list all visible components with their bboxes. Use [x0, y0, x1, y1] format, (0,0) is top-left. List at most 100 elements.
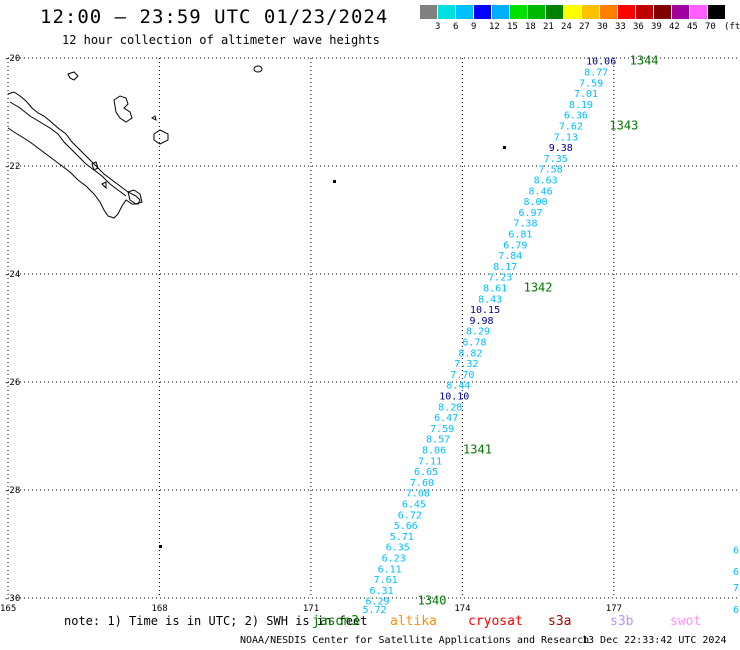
scale-label: 15 — [507, 22, 518, 32]
lat-label: -24 — [4, 270, 20, 280]
scale-swatch — [564, 5, 581, 19]
scale-swatch — [582, 5, 599, 19]
wave-height-value: 6.11 — [378, 564, 402, 575]
new-caledonia-coast — [7, 91, 141, 219]
wave-height-value: 8.29 — [466, 327, 490, 338]
edge-wave-value: 6 — [733, 567, 739, 578]
scale-swatch — [456, 5, 473, 19]
wave-height-value: 8.63 — [534, 176, 558, 187]
lon-label: 174 — [454, 604, 470, 614]
scale-label: 33 — [615, 22, 626, 32]
scale-swatch — [438, 5, 455, 19]
wave-height-value: 8.00 — [523, 197, 547, 208]
lat-label: -20 — [4, 54, 20, 64]
scale-swatch — [672, 5, 689, 19]
lon-label: 168 — [151, 604, 167, 614]
wave-height-value: 7.38 — [513, 219, 537, 230]
map-title: 12:00 – 23:59 UTC 01/23/2024 — [40, 6, 389, 28]
wave-height-value: 7.23 — [488, 273, 512, 284]
wave-height-value: 6.65 — [414, 467, 438, 478]
wave-height-value: 5.71 — [390, 532, 414, 543]
wave-height-value: 10.06 — [586, 57, 616, 68]
generation-timestamp: 13 Dec 22:33:42 UTC 2024 — [582, 635, 727, 646]
edge-wave-value: 6 — [733, 545, 739, 556]
pass-number-label: 1343 — [609, 119, 638, 133]
island-dot-1 — [333, 180, 336, 183]
scale-label: 6 — [453, 22, 459, 32]
scale-swatch — [474, 5, 491, 19]
wave-height-value: 7.59 — [579, 78, 603, 89]
island-small-3 — [101, 181, 107, 190]
wave-height-value: 9.38 — [549, 143, 573, 154]
edge-wave-value: 6. — [733, 605, 740, 616]
satellite-swot: swot — [670, 614, 702, 629]
edge-track-values: 6 6 7 6. — [733, 545, 740, 615]
wave-height-value: 5.72 — [362, 605, 386, 616]
scale-swatch — [708, 5, 725, 19]
scale-swatch — [420, 5, 437, 19]
satellite-cryosat: cryosat — [468, 614, 523, 629]
map-subtitle: 12 hour collection of altimeter wave hei… — [62, 33, 380, 47]
scale-label: 42 — [669, 22, 680, 32]
wave-height-value: 6.31 — [370, 586, 394, 597]
wave-height-value: 6.81 — [508, 230, 532, 241]
scale-label: 18 — [525, 22, 536, 32]
wave-height-value: 5.66 — [394, 521, 418, 532]
scale-swatch — [546, 5, 563, 19]
wave-height-value: 7.60 — [410, 478, 434, 489]
lon-label: 177 — [606, 604, 622, 614]
island-chesterfield — [253, 65, 263, 73]
pass-number-label: 1340 — [418, 594, 447, 608]
new-caledonia-coast-inner — [9, 101, 127, 197]
lat-label: -30 — [4, 594, 20, 604]
satellite-s3b: s3b — [610, 614, 634, 629]
wave-height-value: 6.72 — [398, 510, 422, 521]
scale-label: 24 — [561, 22, 572, 32]
lon-label: 171 — [303, 604, 319, 614]
satellite-s3a: s3a — [548, 614, 572, 629]
wave-height-value: 8.44 — [446, 381, 470, 392]
wave-height-value: 8.46 — [529, 186, 553, 197]
wave-height-value: 7.59 — [430, 424, 454, 435]
wave-height-value: 7.84 — [498, 251, 522, 262]
scale-swatch — [618, 5, 635, 19]
wave-height-value: 7.35 — [544, 154, 568, 165]
scale-label: 27 — [579, 22, 590, 32]
scale-swatch — [528, 5, 545, 19]
scale-label: 9 — [471, 22, 477, 32]
scale-swatch — [636, 5, 653, 19]
pass-number-label: 1341 — [463, 443, 492, 457]
edge-wave-value: 7 — [733, 583, 739, 594]
scale-swatch — [690, 5, 707, 19]
scale-swatch — [600, 5, 617, 19]
lat-label: -22 — [4, 162, 20, 172]
wave-height-value: 7.08 — [406, 489, 430, 500]
wave-height-value: 6.47 — [434, 413, 458, 424]
scale-unit: (ft) — [724, 22, 740, 32]
wave-height-value: 7.13 — [554, 132, 578, 143]
wave-height-value: 6.78 — [462, 338, 486, 349]
pass-number-label: 1342 — [524, 281, 553, 295]
wave-height-value: 10.15 — [470, 305, 500, 316]
wave-height-value: 7.62 — [559, 122, 583, 133]
island-mare — [127, 189, 143, 205]
loyalty-islands — [113, 95, 133, 123]
wave-height-value: 6.35 — [386, 543, 410, 554]
island-small — [151, 115, 157, 121]
lon-label: 165 — [0, 604, 16, 614]
scale-label: 70 — [705, 22, 716, 32]
wave-height-value: 7.58 — [539, 165, 563, 176]
wave-height-value: 6.45 — [402, 500, 426, 511]
footer-note: note: 1) Time is in UTC; 2) SWH is in fe… — [64, 614, 368, 628]
scale-label: 3 — [435, 22, 441, 32]
wave-height-value: 6.36 — [564, 111, 588, 122]
wave-height-value: 9.98 — [469, 316, 493, 327]
altimeter-track: 10.068.777.597.018.196.367.627.139.387.3… — [362, 57, 616, 616]
scale-label: 30 — [597, 22, 608, 32]
island-ouvea — [67, 71, 79, 81]
wave-height-value: 7.11 — [418, 456, 442, 467]
map-grid — [7, 57, 740, 599]
wave-height-value: 8.82 — [458, 348, 482, 359]
island-dot-3 — [159, 545, 162, 548]
wave-height-value: 8.57 — [426, 435, 450, 446]
